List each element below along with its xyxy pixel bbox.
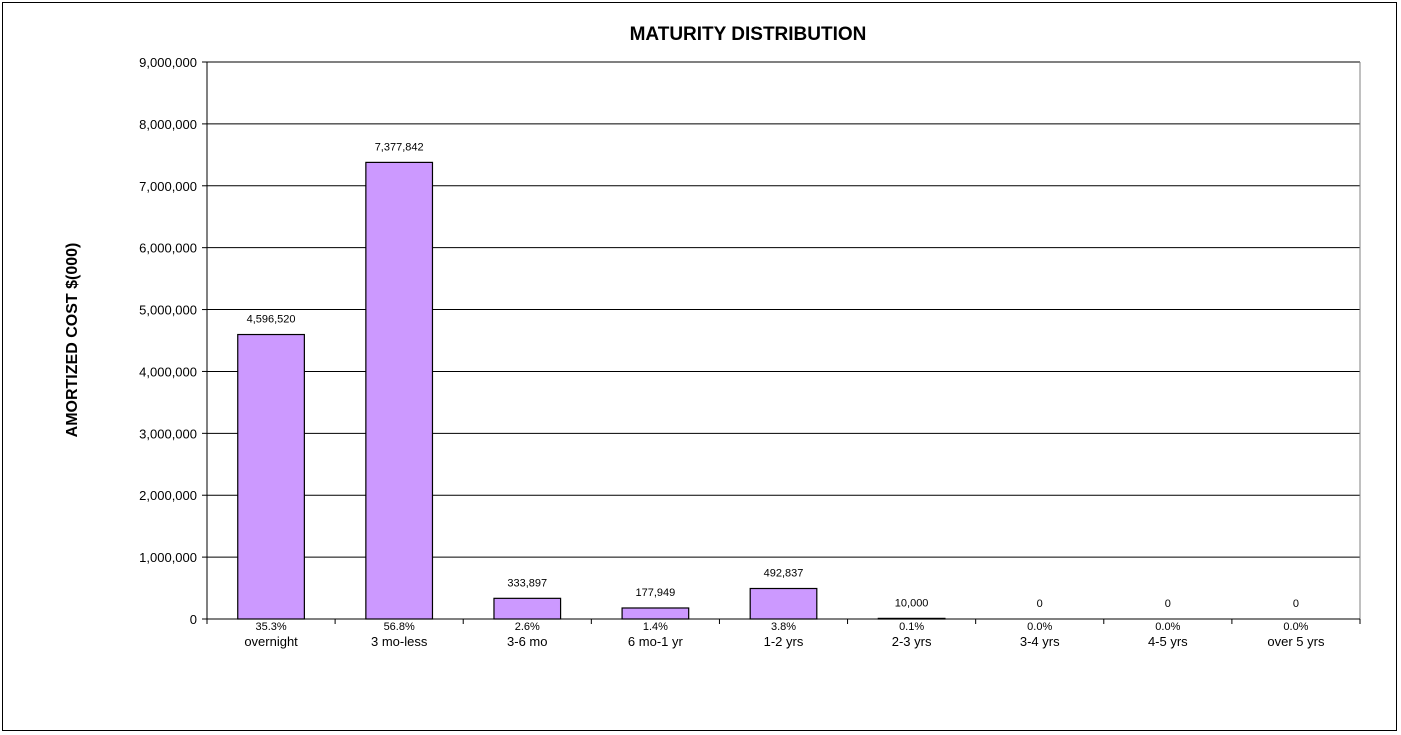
- data-label: 492,837: [764, 567, 804, 579]
- data-label: 4,596,520: [247, 314, 296, 326]
- bar-overnight: [237, 333, 305, 620]
- bar-6-mo-1-yr: [621, 607, 690, 620]
- x-tick-label: over 5 yrs: [1267, 634, 1325, 649]
- y-tick-label: 5,000,000: [139, 303, 197, 318]
- data-label: 10,000: [895, 597, 929, 609]
- axes: [202, 61, 1361, 624]
- percent-label: 0.0%: [1027, 621, 1052, 633]
- percent-label: 2.6%: [515, 621, 540, 633]
- y-tick-label: 3,000,000: [139, 426, 197, 441]
- percent-label: 3.8%: [771, 621, 796, 633]
- x-tick-label: 3-4 yrs: [1020, 634, 1060, 649]
- x-tick-label: 2-3 yrs: [892, 634, 932, 649]
- y-tick-label: 8,000,000: [139, 117, 197, 132]
- x-tick-label: 1-2 yrs: [764, 634, 804, 649]
- data-label: 0: [1293, 598, 1299, 610]
- x-tick-label: 4-5 yrs: [1148, 634, 1188, 649]
- x-tick-label: 6 mo-1 yr: [628, 634, 684, 649]
- labels: 0 1,000,000 2,000,000 3,000,000 4,000,000 5,0…: [139, 55, 1325, 649]
- percent-label: 0.0%: [1283, 621, 1308, 633]
- x-tick-label: overnight: [244, 634, 298, 649]
- data-label: 0: [1037, 598, 1043, 610]
- y-tick-label: 1,000,000: [139, 550, 197, 565]
- chart-title: MATURITY DISTRIBUTION: [630, 24, 867, 45]
- data-label: 177,949: [636, 587, 676, 599]
- x-tick-label: 3 mo-less: [371, 634, 428, 649]
- y-tick-label: 7,000,000: [139, 179, 197, 194]
- y-tick-label: 2,000,000: [139, 488, 197, 503]
- bars: [237, 161, 946, 620]
- bar-3-mo-less: [365, 161, 434, 620]
- percent-label: 0.0%: [1155, 621, 1180, 633]
- bar-1-2-yrs: [749, 587, 818, 620]
- data-label: 333,897: [507, 577, 547, 589]
- y-tick-label: 6,000,000: [139, 241, 197, 256]
- y-tick-label: 0: [190, 612, 197, 627]
- y-tick-label: 9,000,000: [139, 55, 197, 70]
- x-tick-label: 3-6 mo: [507, 634, 547, 649]
- bar-3-6-mo: [493, 597, 562, 620]
- y-axis-label: AMORTIZED COST $(000): [64, 243, 81, 438]
- y-tick-label: 4,000,000: [139, 364, 197, 379]
- data-label: 0: [1165, 598, 1171, 610]
- percent-label: 1.4%: [643, 621, 668, 633]
- percent-label: 35.3%: [255, 621, 286, 633]
- data-label: 7,377,842: [375, 141, 424, 153]
- percent-label: 0.1%: [899, 621, 924, 633]
- percent-label: 56.8%: [384, 621, 415, 633]
